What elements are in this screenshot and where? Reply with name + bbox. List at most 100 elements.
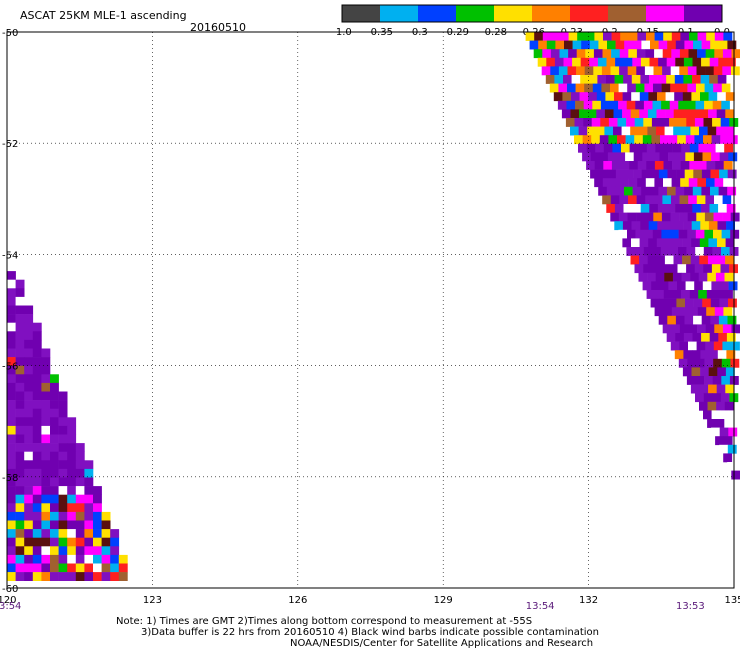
data-cell <box>75 494 85 504</box>
data-cell <box>653 212 663 222</box>
data-cell <box>15 288 25 298</box>
data-cell <box>720 393 730 403</box>
data-cell <box>672 290 682 299</box>
data-cell <box>710 186 719 196</box>
data-cell <box>84 468 94 478</box>
data-cell <box>679 66 689 76</box>
data-cell <box>713 229 722 239</box>
data-cell <box>637 32 647 41</box>
data-cell <box>714 324 724 334</box>
data-cell <box>689 307 698 317</box>
data-cell <box>717 238 726 248</box>
data-cell <box>730 66 740 76</box>
data-cell <box>50 374 59 384</box>
data-cell <box>32 322 42 332</box>
data-cell <box>620 178 629 188</box>
data-cell <box>555 40 565 50</box>
data-cell <box>719 444 729 454</box>
data-cell <box>668 135 678 145</box>
data-cell <box>590 169 599 179</box>
data-cell <box>15 460 25 470</box>
data-cell <box>41 417 51 427</box>
data-cell <box>679 212 688 222</box>
data-cell <box>662 324 672 334</box>
data-cell <box>600 100 610 110</box>
data-cell <box>58 546 68 556</box>
lon-tick-label: 123 <box>143 595 162 606</box>
data-cell <box>630 126 640 136</box>
data-cell <box>7 486 16 495</box>
data-cell <box>603 143 613 153</box>
data-cell <box>661 212 671 222</box>
mle-cells <box>7 32 740 581</box>
data-cell <box>633 152 643 162</box>
data-cell <box>679 49 689 59</box>
data-cell <box>75 477 85 487</box>
data-cell <box>596 109 606 119</box>
data-cell <box>707 126 717 136</box>
data-cell <box>638 126 648 136</box>
data-cell <box>721 358 731 368</box>
data-cell <box>7 529 16 538</box>
data-cell <box>707 401 717 411</box>
data-cell <box>725 92 735 102</box>
data-cell <box>75 460 85 470</box>
data-cell <box>672 161 681 170</box>
data-cell <box>631 92 641 102</box>
data-cell <box>561 109 571 119</box>
data-cell <box>724 290 733 299</box>
data-cell <box>680 32 690 41</box>
data-cell <box>7 511 16 521</box>
data-cell <box>15 408 25 418</box>
data-cell <box>41 546 51 556</box>
data-cell <box>726 75 736 84</box>
data-cell <box>651 118 661 127</box>
data-cell <box>675 186 685 196</box>
data-cell <box>607 152 617 162</box>
data-cell <box>50 511 59 521</box>
data-cell <box>67 537 77 547</box>
data-cell <box>728 281 738 291</box>
data-cell <box>41 477 51 487</box>
data-cell <box>696 212 706 222</box>
data-cell <box>657 92 666 102</box>
data-cell <box>631 221 641 231</box>
colorbar-swatch <box>494 5 532 22</box>
data-cell <box>32 382 42 392</box>
data-cell <box>648 221 658 231</box>
data-cell <box>630 109 640 119</box>
data-cell <box>681 272 691 282</box>
data-cell <box>682 109 692 119</box>
data-cell <box>680 161 690 170</box>
data-cell <box>605 92 615 102</box>
data-cell <box>32 348 42 358</box>
data-cell <box>634 135 644 145</box>
data-cell <box>650 169 660 179</box>
data-cell <box>615 186 625 196</box>
data-cell <box>665 92 675 102</box>
data-cell <box>578 126 588 136</box>
data-cell <box>634 264 644 274</box>
data-cell <box>554 75 564 84</box>
data-cell <box>41 494 51 504</box>
data-cell <box>618 100 627 110</box>
data-cell <box>670 83 680 93</box>
swath-east <box>525 32 740 480</box>
data-cell <box>15 357 25 366</box>
data-cell <box>101 572 111 581</box>
data-cell <box>675 57 685 67</box>
data-cell <box>697 324 706 334</box>
data-cell <box>15 537 25 547</box>
data-cell <box>690 272 699 282</box>
data-cell <box>67 511 77 521</box>
data-cell <box>7 271 16 280</box>
data-cell <box>695 247 705 256</box>
data-cell <box>650 40 659 50</box>
data-cell <box>15 314 25 323</box>
data-cell <box>7 348 16 358</box>
data-cell <box>715 419 725 428</box>
data-cell <box>624 186 633 196</box>
data-cell <box>58 477 68 487</box>
data-cell <box>631 75 641 84</box>
